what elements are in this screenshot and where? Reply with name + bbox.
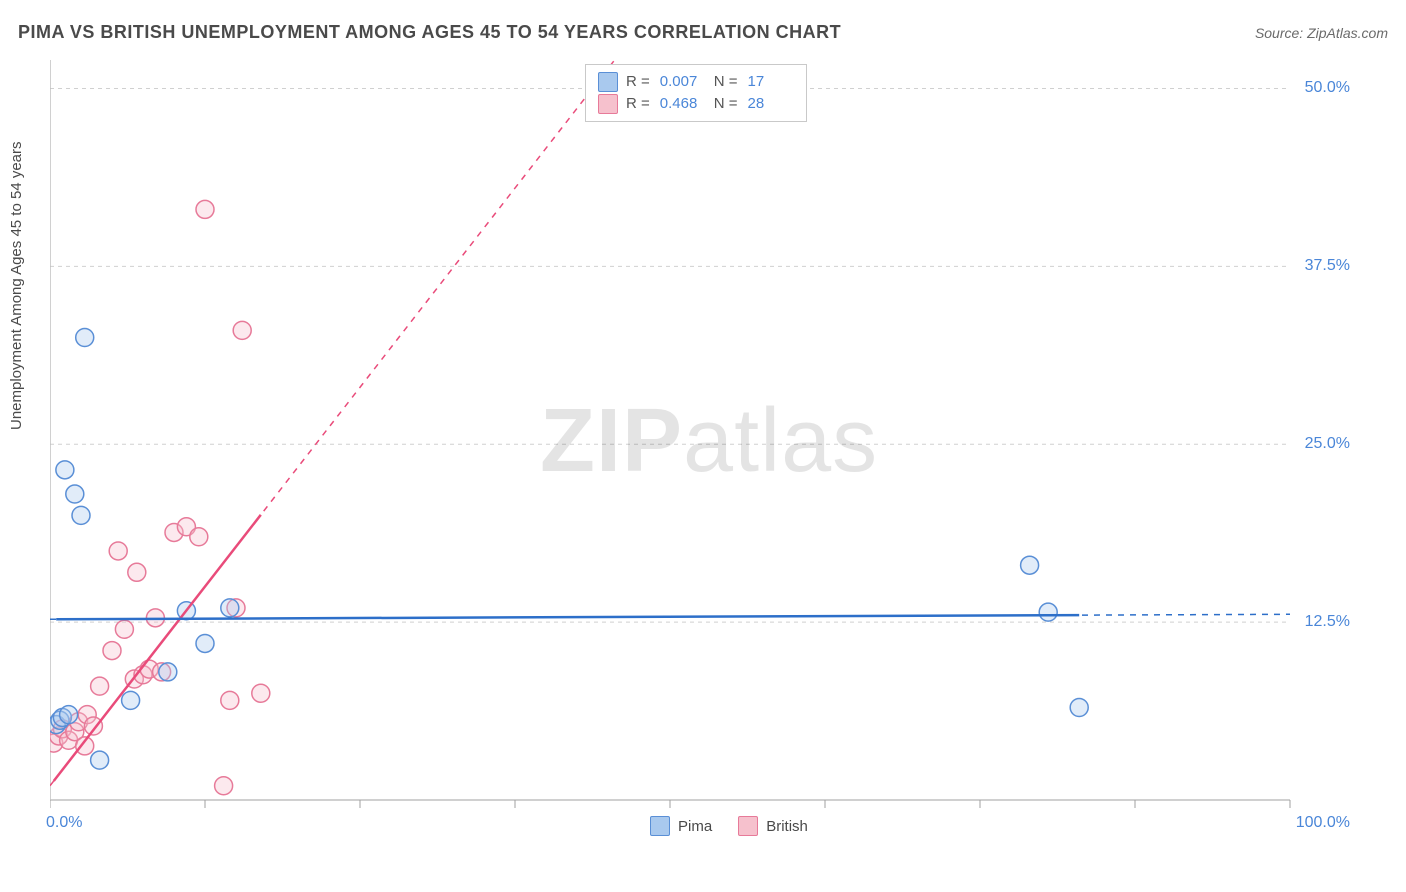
r-label: R =: [626, 71, 650, 93]
legend-label-pima: Pima: [678, 818, 712, 835]
legend-item-british: British: [738, 816, 808, 836]
y-tick-label: 12.5%: [1305, 613, 1350, 631]
correlation-legend: R = 0.007 N = 17 R = 0.468 N = 28: [585, 64, 807, 122]
chart-title: PIMA VS BRITISH UNEMPLOYMENT AMONG AGES …: [18, 22, 841, 43]
legend-row-pima: R = 0.007 N = 17: [598, 71, 794, 93]
y-tick-label: 25.0%: [1305, 435, 1350, 453]
swatch-pima: [650, 816, 670, 836]
n-label: N =: [714, 71, 738, 93]
r-value-pima: 0.007: [660, 71, 706, 93]
series-legend: Pima British: [650, 816, 808, 836]
x-tick-label: 0.0%: [46, 814, 82, 832]
n-value-pima: 17: [748, 71, 794, 93]
chart-svg: [50, 60, 1350, 830]
legend-item-pima: Pima: [650, 816, 712, 836]
n-value-british: 28: [748, 93, 794, 115]
n-label: N =: [714, 93, 738, 115]
r-label: R =: [626, 93, 650, 115]
legend-row-british: R = 0.468 N = 28: [598, 93, 794, 115]
r-value-british: 0.468: [660, 93, 706, 115]
y-tick-label: 50.0%: [1305, 79, 1350, 97]
chart-header: PIMA VS BRITISH UNEMPLOYMENT AMONG AGES …: [18, 22, 1388, 43]
y-tick-label: 37.5%: [1305, 257, 1350, 275]
swatch-pima: [598, 72, 618, 92]
y-axis-label: Unemployment Among Ages 45 to 54 years: [8, 141, 25, 430]
legend-label-british: British: [766, 818, 808, 835]
chart-source: Source: ZipAtlas.com: [1255, 25, 1388, 41]
x-tick-label: 100.0%: [1296, 814, 1350, 832]
plot-area: ZIPatlas 12.5% 25.0% 37.5% 50.0% 0.0% 10…: [50, 60, 1350, 830]
swatch-british: [738, 816, 758, 836]
swatch-british: [598, 94, 618, 114]
